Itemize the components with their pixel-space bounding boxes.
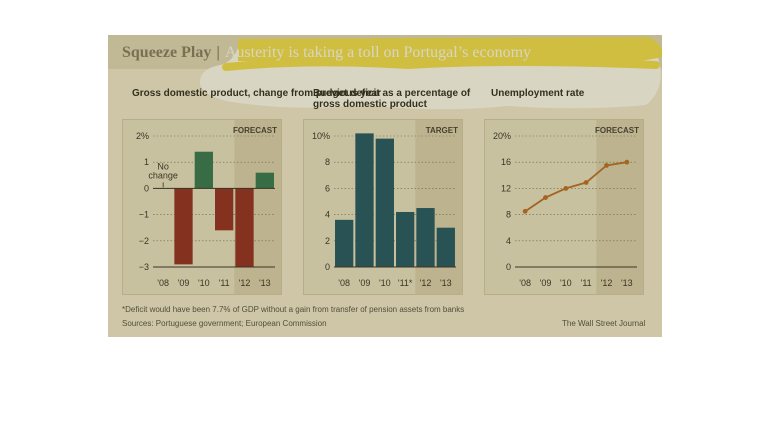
gdp-chart-title: Gross domestic product, change from prev…	[132, 88, 381, 99]
deficit-x-tick-label: '08	[338, 278, 350, 288]
gdp-forecast-label: FORECAST	[233, 126, 277, 135]
unemployment-point	[624, 159, 630, 165]
deficit-y-tick-label: 0	[325, 262, 330, 272]
deficit-bar	[436, 227, 455, 267]
gdp-bar	[235, 188, 254, 267]
deficit-bar	[335, 219, 354, 267]
unemployment-point	[522, 208, 528, 214]
deficit-y-tick-label: 6	[325, 183, 330, 193]
chart-graphic: Squeeze Play | Austerity is taking a toll …	[108, 35, 662, 337]
unemployment-point	[543, 195, 548, 200]
gdp-x-tick-label: '08	[157, 278, 169, 288]
deficit-forecast-band	[415, 120, 462, 294]
deficit-forecast-label: TARGET	[426, 126, 458, 135]
deficit-x-tick-label: '09	[359, 278, 371, 288]
deficit-chart-title: Budget deficit as a percentage of gross …	[313, 88, 471, 110]
gdp-y-tick-label: 2%	[136, 131, 149, 141]
gdp-y-tick-label: −1	[139, 210, 149, 220]
gdp-annotation: No change	[148, 161, 178, 180]
unemployment-y-tick-label: 20%	[493, 131, 511, 141]
deficit-y-tick-label: 10%	[312, 131, 330, 141]
unemployment-point	[563, 186, 569, 191]
footnote: *Deficit would have been 7.7% of GDP wit…	[122, 305, 465, 314]
deficit-bar	[396, 211, 415, 267]
unemployment-y-tick-label: 0	[506, 262, 511, 272]
gdp-x-tick-label: '13	[259, 278, 271, 288]
gdp-chart: FORECAST 2% 1 0 −1 −2 −3 '08 '09 '10 '11 '12 '13 No ch…	[122, 119, 282, 295]
title-main: Squeeze Play	[122, 44, 212, 61]
unemployment-x-tick-label: '12	[601, 278, 613, 288]
deficit-bar	[375, 138, 394, 267]
unemployment-forecast-label: FORECAST	[595, 126, 639, 135]
unemployment-y-tick-label: 4	[506, 236, 511, 246]
unemployment-x-tick-label: '10	[560, 278, 572, 288]
deficit-x-tick-label: '13	[440, 278, 452, 288]
deficit-y-tick-label: 4	[325, 210, 330, 220]
deficit-y-tick-label: 8	[325, 157, 330, 167]
unemployment-y-tick-label: 12	[501, 183, 511, 193]
gdp-x-tick-label: '12	[239, 278, 251, 288]
page-title: Squeeze Play | Austerity is taking a toll …	[122, 44, 531, 62]
title-separator: |	[216, 44, 220, 61]
unemployment-x-tick-label: '11	[581, 278, 592, 288]
gdp-y-tick-label: 0	[144, 183, 149, 193]
gdp-bar	[194, 151, 213, 189]
deficit-x-tick-label: '12	[420, 278, 432, 288]
gdp-x-tick-label: '10	[198, 278, 210, 288]
gdp-bar	[255, 172, 274, 189]
unemployment-point	[583, 180, 589, 185]
unemployment-forecast-band	[596, 120, 643, 294]
deficit-bar	[416, 208, 435, 267]
unemployment-line	[524, 161, 627, 213]
gdp-bar	[215, 188, 234, 231]
unemployment-x-tick-label: '08	[519, 278, 531, 288]
gdp-y-tick-label: −3	[139, 262, 149, 272]
gdp-bar	[174, 188, 193, 265]
title-subtitle: Austerity is taking a toll on Portugal’s…	[224, 44, 532, 61]
gdp-x-tick-label: '11	[219, 278, 230, 288]
gdp-y-tick-label: −2	[139, 236, 149, 246]
deficit-bar	[355, 133, 374, 267]
gdp-y-tick-label: 1	[144, 157, 149, 167]
deficit-chart: TARGET 10% 8 6 4 2 0 '08 '09 '10 '11* '12 '13	[303, 119, 463, 295]
highlight-mark	[199, 37, 662, 110]
unemployment-x-tick-label: '13	[621, 278, 633, 288]
sources: Sources: Portuguese government; European…	[122, 319, 327, 328]
deficit-x-tick-label: '10	[379, 278, 391, 288]
unemployment-y-tick-label: 8	[506, 210, 511, 220]
deficit-y-tick-label: 2	[325, 236, 330, 246]
unemployment-x-tick-label: '09	[540, 278, 552, 288]
credit: The Wall Street Journal	[562, 319, 646, 328]
unemployment-point	[604, 163, 609, 168]
unemployment-y-tick-label: 16	[501, 157, 511, 167]
unemployment-chart: FORECAST 20% 16 12 8 4 0 '08 '09 '10 '11 '12 '13	[484, 119, 644, 295]
deficit-x-tick-label: '11*	[398, 278, 413, 288]
unemployment-chart-title: Unemployment rate	[491, 88, 585, 99]
gdp-x-tick-label: '09	[178, 278, 190, 288]
